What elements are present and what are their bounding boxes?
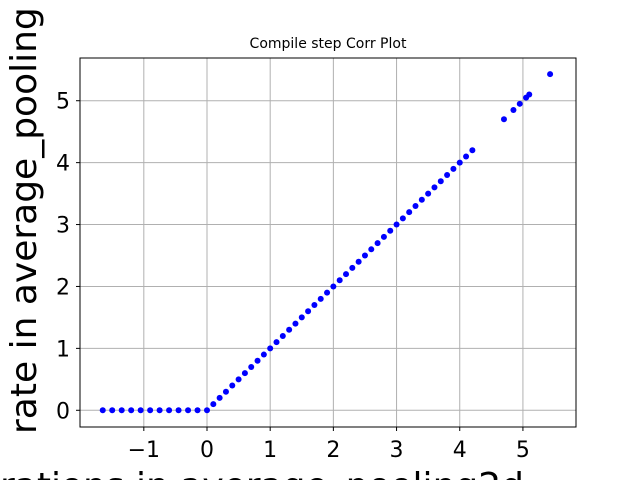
point — [317, 295, 324, 302]
point — [500, 116, 507, 123]
point — [210, 401, 217, 408]
point — [444, 172, 451, 179]
point — [469, 147, 476, 154]
point — [450, 165, 457, 172]
point — [109, 407, 116, 414]
x-tick-label: 5 — [516, 438, 530, 463]
point — [336, 277, 343, 284]
point — [425, 190, 432, 197]
point — [330, 283, 337, 290]
point — [463, 153, 470, 160]
point — [412, 202, 419, 209]
point — [418, 196, 425, 203]
point — [349, 264, 356, 271]
point — [311, 302, 318, 309]
point — [185, 407, 192, 414]
point — [292, 320, 299, 327]
point — [286, 326, 293, 333]
y-tick-label: 5 — [56, 90, 70, 115]
x-tick-label: 1 — [263, 438, 277, 463]
point — [204, 407, 211, 414]
point — [137, 407, 144, 414]
y-tick-label: 4 — [56, 152, 70, 177]
point — [254, 357, 261, 364]
point — [456, 159, 463, 166]
y-tick-label: 1 — [56, 337, 70, 362]
y-tick-label: 0 — [56, 399, 70, 424]
point — [279, 332, 286, 339]
point — [298, 314, 305, 321]
x-tick-label: 3 — [390, 438, 404, 463]
point — [156, 407, 163, 414]
y-tick-label: 3 — [56, 214, 70, 239]
point — [175, 407, 182, 414]
grid-layer — [80, 58, 576, 427]
point — [166, 407, 173, 414]
point — [343, 271, 350, 278]
point — [516, 100, 523, 107]
point — [128, 407, 135, 414]
x-axis-label: rations in average_pooling2d — [0, 466, 524, 480]
point — [241, 370, 248, 377]
x-tick-label: 4 — [453, 438, 467, 463]
chart-title: Compile step Corr Plot — [250, 36, 407, 52]
point — [431, 184, 438, 191]
y-axis-label: rate in average_pooling — [4, 7, 45, 434]
point — [368, 246, 375, 253]
point — [374, 240, 381, 247]
point — [267, 345, 274, 352]
x-tick-label: 2 — [326, 438, 340, 463]
point — [526, 91, 533, 98]
point — [510, 107, 517, 114]
point — [355, 258, 362, 265]
point — [406, 209, 413, 216]
point — [248, 363, 255, 370]
point — [147, 407, 154, 414]
point — [273, 339, 280, 346]
point — [361, 252, 368, 259]
x-tick-label: 0 — [200, 438, 214, 463]
point — [380, 233, 387, 240]
point — [260, 351, 267, 358]
x-tick-label: −1 — [128, 438, 160, 463]
point — [99, 407, 106, 414]
point — [305, 308, 312, 315]
point — [324, 289, 331, 296]
point — [393, 221, 400, 228]
point — [194, 407, 201, 414]
point — [118, 407, 125, 414]
point — [399, 215, 406, 222]
point — [222, 388, 229, 395]
point — [437, 178, 444, 185]
point — [547, 71, 554, 78]
point — [229, 382, 236, 389]
point — [235, 376, 242, 383]
y-tick-label: 2 — [56, 275, 70, 300]
point — [387, 227, 394, 234]
point — [216, 394, 223, 401]
plot-frame — [79, 57, 577, 428]
